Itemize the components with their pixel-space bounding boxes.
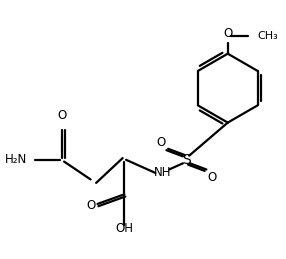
- Text: O: O: [223, 27, 233, 40]
- Text: O: O: [207, 171, 217, 184]
- Text: OH: OH: [115, 222, 133, 235]
- Text: O: O: [58, 109, 67, 122]
- Text: S: S: [182, 153, 191, 167]
- Text: O: O: [86, 199, 95, 212]
- Text: H₂N: H₂N: [5, 153, 27, 166]
- Text: O: O: [156, 136, 166, 149]
- Text: CH₃: CH₃: [257, 31, 278, 41]
- Text: NH: NH: [154, 167, 171, 179]
